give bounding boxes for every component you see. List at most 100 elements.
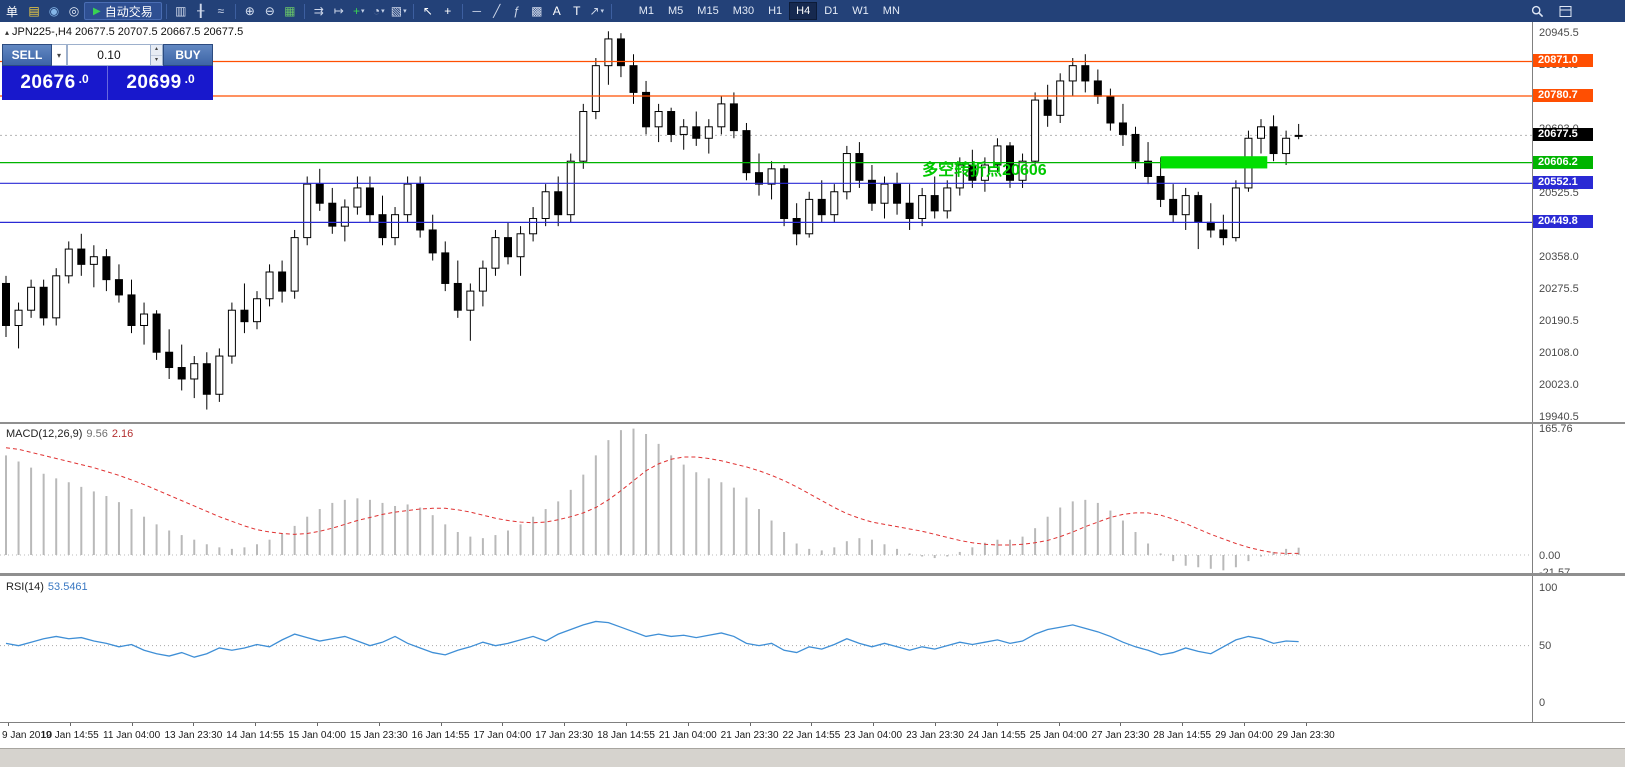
turning-point-highlight[interactable] bbox=[1160, 156, 1268, 169]
time-axis-tick bbox=[1244, 723, 1245, 726]
timeframe-mn-button[interactable]: MN bbox=[882, 5, 900, 17]
candle bbox=[353, 176, 362, 215]
time-axis-tick bbox=[193, 723, 195, 726]
timeframe-d1-button[interactable]: D1 bbox=[824, 5, 839, 17]
macd-name: MACD(12,26,9) bbox=[6, 428, 83, 440]
time-axis-tick bbox=[1058, 723, 1060, 726]
timeframe-h1-button[interactable]: H1 bbox=[768, 5, 783, 17]
candle-body bbox=[780, 168, 789, 220]
candle bbox=[416, 176, 425, 238]
candlestick-chart-icon[interactable]: ╂ bbox=[191, 2, 211, 20]
trade-controls-row: SELL ▾ ▴ ▾ BUY bbox=[2, 44, 213, 66]
time-axis-tick bbox=[8, 723, 9, 726]
lot-size-input[interactable] bbox=[68, 45, 150, 65]
templates-icon[interactable]: ▧ ▾ bbox=[389, 2, 409, 20]
time-axis-tick bbox=[69, 723, 71, 726]
time-axis-tick bbox=[626, 723, 627, 726]
new-order-icon[interactable]: ▤ bbox=[24, 2, 44, 20]
sell-price-button[interactable]: 20676.0 bbox=[2, 66, 107, 100]
grid-tool-icon[interactable]: ▩ bbox=[527, 2, 547, 20]
price-chart[interactable] bbox=[0, 22, 1532, 422]
candle-body bbox=[215, 355, 224, 395]
right-axis-column[interactable]: 20945.520860.520778.020693.020610.520525… bbox=[1532, 0, 1625, 748]
candle bbox=[165, 329, 174, 379]
zoom-out-icon-glyph: ⊖ bbox=[264, 4, 275, 18]
candle-body bbox=[77, 248, 86, 265]
candle-body bbox=[980, 164, 989, 181]
time-axis-tick bbox=[935, 723, 936, 726]
candle bbox=[1294, 123, 1303, 140]
horizontal-line-tool-icon[interactable]: ─ bbox=[467, 2, 487, 20]
candle bbox=[591, 58, 600, 120]
lot-decrease-button[interactable]: ▾ bbox=[150, 54, 162, 65]
candle bbox=[89, 245, 98, 288]
sell-button[interactable]: SELL bbox=[2, 44, 52, 66]
candle-body bbox=[1206, 221, 1215, 231]
fibonacci-tool-icon[interactable]: ƒ bbox=[507, 2, 527, 20]
candle-body bbox=[817, 198, 826, 216]
candle bbox=[767, 161, 776, 200]
bar-chart-icon[interactable]: ▥ bbox=[171, 2, 191, 20]
candle-body bbox=[1118, 122, 1127, 135]
macd-panel[interactable] bbox=[0, 424, 1532, 573]
cursor-icon-glyph: ↖ bbox=[422, 4, 433, 18]
panel-resize-handle[interactable] bbox=[0, 422, 1625, 424]
timeframe-h4-button[interactable]: H4 bbox=[789, 2, 818, 20]
price-line-label: 20871.0 bbox=[1533, 54, 1593, 68]
crosshair-icon-glyph: + bbox=[444, 4, 452, 18]
candle bbox=[993, 138, 1002, 173]
line-chart-icon[interactable]: ≈ bbox=[211, 2, 231, 20]
indicators-icon[interactable]: + ▾ bbox=[349, 2, 369, 20]
help-icon[interactable]: ◎ bbox=[64, 2, 84, 20]
candle bbox=[428, 214, 437, 261]
timeframe-m15-button[interactable]: M15 bbox=[697, 5, 719, 17]
zoom-in-icon[interactable]: ⊕ bbox=[240, 2, 260, 20]
lot-increase-button[interactable]: ▴ bbox=[150, 45, 162, 55]
candle bbox=[52, 268, 61, 326]
crosshair-icon[interactable]: + bbox=[438, 2, 458, 20]
candle bbox=[604, 31, 613, 85]
timeframe-w1-button[interactable]: W1 bbox=[852, 5, 869, 17]
candle bbox=[729, 92, 738, 139]
buy-price-button[interactable]: 20699.0 bbox=[107, 66, 213, 100]
trendline-tool-icon[interactable]: ╱ bbox=[487, 2, 507, 20]
chart-shift-icon[interactable]: ↦ bbox=[329, 2, 349, 20]
timeframe-m30-button[interactable]: M30 bbox=[732, 5, 755, 17]
auto-trading-button[interactable]: ▶ 自动交易 bbox=[84, 2, 162, 20]
search-icon[interactable] bbox=[1527, 2, 1547, 20]
candle-body bbox=[566, 160, 575, 216]
timeframe-m1-button[interactable]: M1 bbox=[638, 5, 655, 17]
menu-label[interactable]: 单 bbox=[6, 4, 19, 19]
periods-icon[interactable]: ◔ ▾ bbox=[369, 2, 389, 20]
candle-body bbox=[39, 286, 48, 319]
data-window-icon[interactable] bbox=[1555, 2, 1575, 20]
candle-body bbox=[905, 202, 914, 220]
profile-icon[interactable]: ◉ bbox=[44, 2, 64, 20]
trade-options-dropdown[interactable]: ▾ bbox=[52, 44, 67, 66]
candle bbox=[817, 180, 826, 223]
label-tool-icon[interactable]: T bbox=[567, 2, 587, 20]
chart-annotation[interactable]: 多空转折点20606 bbox=[922, 161, 1047, 179]
candle-body bbox=[767, 168, 776, 185]
cursor-icon[interactable]: ↖ bbox=[418, 2, 438, 20]
buy-button[interactable]: BUY bbox=[163, 44, 213, 66]
auto-scroll-icon[interactable]: ⇉ bbox=[309, 2, 329, 20]
candle-body bbox=[1194, 195, 1203, 223]
candle-body bbox=[667, 111, 676, 135]
text-tool-icon[interactable]: A bbox=[547, 2, 567, 20]
candle bbox=[39, 279, 48, 326]
timeframe-m5-button[interactable]: M5 bbox=[668, 5, 684, 17]
candle bbox=[127, 279, 136, 334]
zoom-out-icon[interactable]: ⊖ bbox=[260, 2, 280, 20]
candle bbox=[1068, 58, 1077, 97]
candle-body bbox=[1294, 134, 1303, 137]
candle bbox=[642, 80, 651, 135]
rsi-panel[interactable] bbox=[0, 576, 1532, 722]
time-axis-label: 29 Jan 04:00 bbox=[1215, 730, 1273, 741]
panel-resize-handle[interactable] bbox=[0, 573, 1625, 576]
arrows-tool-icon[interactable]: ↗ ▾ bbox=[587, 2, 607, 20]
candle-body bbox=[1169, 198, 1178, 216]
time-axis[interactable]: 9 Jan 2019 10 Jan 14:55 11 Jan 04:00 13 Jan… bbox=[0, 722, 1625, 748]
candle bbox=[1169, 184, 1178, 223]
tile-windows-icon[interactable]: ▦ bbox=[280, 2, 300, 20]
